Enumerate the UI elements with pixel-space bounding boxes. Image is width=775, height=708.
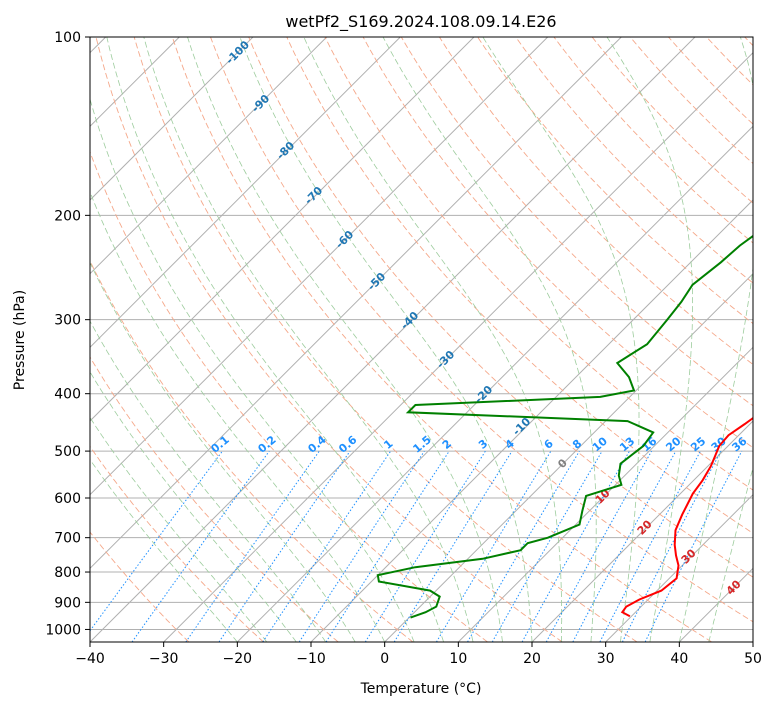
x-tick-label: 20: [523, 651, 541, 667]
mixing-ratio-line: [644, 450, 743, 642]
dry-adiabat-line: [90, 150, 488, 642]
mixing-ratio-line: [131, 450, 270, 642]
dry-adiabat-line: [286, 37, 753, 534]
x-tick-label: −40: [75, 651, 105, 667]
mixing-ratio-line: [521, 450, 630, 642]
moist-adiabat-line: [187, 37, 503, 642]
moist-adiabat-line: [239, 37, 533, 642]
dry-adiabat-line: [133, 37, 638, 642]
moist-adiabat-line: [90, 190, 386, 642]
y-tick-label: 400: [54, 387, 81, 403]
dry-adiabat-line: [438, 37, 753, 365]
x-tick-label: −30: [149, 651, 179, 667]
isotherm-line: [90, 37, 696, 642]
mixing-ratio-line: [621, 450, 722, 642]
x-tick-label: −10: [296, 651, 326, 667]
dry-adiabat-line: [171, 37, 712, 642]
y-tick-label: 200: [54, 208, 81, 224]
temperature-profile-line: [620, 416, 753, 618]
x-tick-label: −20: [223, 651, 253, 667]
y-tick-label: 500: [54, 444, 81, 460]
x-axis-label: Temperature (°C): [360, 681, 482, 697]
mixing-ratio-line: [185, 450, 320, 642]
chart-title: wetPf2_S169.2024.108.09.14.E26: [285, 12, 556, 32]
mixing-ratio-line: [599, 450, 701, 642]
moist-adiabat-line: [382, 37, 597, 642]
mixing-ratio-line: [572, 450, 677, 642]
mixing-ratio-line: [364, 450, 486, 642]
y-tick-label: 900: [54, 595, 81, 611]
mixing-ratio-line: [545, 450, 653, 642]
mixing-ratio-line: [298, 450, 425, 642]
moist-adiabat-line: [106, 37, 444, 642]
moist-adiabat-line: [90, 416, 268, 642]
mixing-ratio-line: [435, 450, 552, 642]
isotherm-line: [605, 493, 753, 642]
x-tick-label: 10: [449, 651, 467, 667]
moist-adiabat-line: [678, 37, 753, 642]
x-tick-label: 0: [380, 651, 389, 667]
dewpoint-profile-line: [376, 234, 753, 619]
y-tick-label: 800: [54, 565, 81, 581]
isotherm-line: [531, 420, 753, 642]
moist-adiabat-line: [303, 37, 563, 642]
dry-adiabat-line: [95, 37, 563, 642]
dry-adiabat-line: [90, 531, 190, 642]
x-tick-label: 50: [744, 651, 762, 667]
moist-adiabat-line: [606, 37, 693, 642]
y-axis-label: Pressure (hPa): [12, 290, 28, 390]
isotherm-line: [90, 37, 401, 349]
x-tick-label: 40: [670, 651, 688, 667]
isotherm-line: [163, 51, 753, 642]
isotherm-line: [90, 37, 254, 201]
mixing-ratio-line: [325, 450, 450, 642]
moist-adiabat-line: [90, 97, 415, 642]
dry-adiabat-line: [477, 37, 753, 325]
moist-adiabat-line: [143, 37, 474, 642]
plot-frame: [89, 36, 754, 643]
y-tick-label: 600: [54, 491, 81, 507]
mixing-ratio-line: [90, 450, 223, 632]
y-tick-label: 1000: [45, 622, 81, 638]
moist-adiabat-line: [482, 37, 640, 642]
isotherm-line: [90, 37, 475, 422]
dry-adiabat-line: [90, 259, 414, 642]
moist-adiabat-line: [90, 458, 238, 642]
isotherm-line: [384, 272, 753, 642]
mixing-ratio-line: [262, 450, 392, 642]
isotherm-line: [236, 125, 753, 642]
mixing-ratio-line: [218, 450, 351, 642]
dry-adiabat-line: [324, 37, 753, 491]
isotherm-line: [90, 37, 622, 570]
y-tick-label: 300: [54, 313, 81, 329]
x-tick-label: 30: [597, 651, 615, 667]
y-tick-label: 100: [54, 30, 81, 46]
isotherm-line: [457, 346, 753, 642]
isotherm-line: [90, 37, 328, 275]
isotherm-line: [90, 37, 549, 496]
moist-adiabat-line: [90, 261, 356, 642]
y-tick-label: 700: [54, 531, 81, 547]
moist-adiabat-line: [90, 371, 297, 642]
dry-adiabat-line: [362, 37, 753, 449]
